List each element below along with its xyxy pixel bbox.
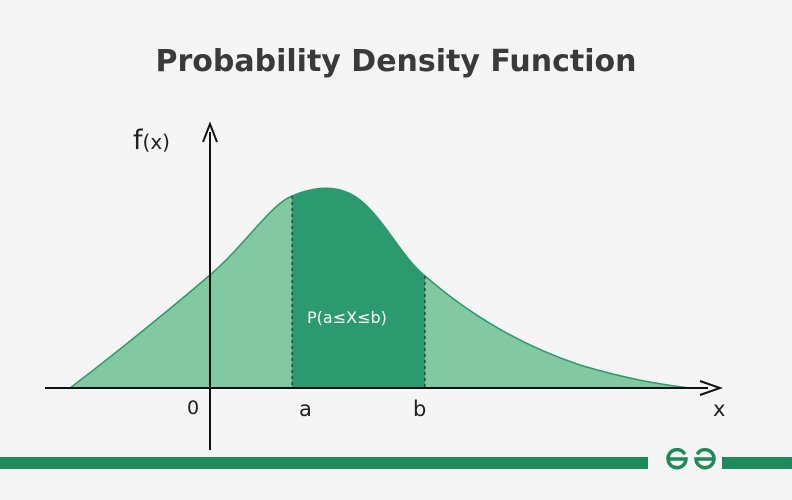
a-tick-label: a <box>299 397 312 421</box>
y-axis-label: f(x) <box>133 125 170 156</box>
b-tick-label: b <box>413 397 426 421</box>
y-axis-label-arg: (x) <box>143 130 170 154</box>
logo-icon <box>666 447 716 470</box>
footer-bar-right <box>722 457 792 469</box>
probability-label: P(a≤X≤b) <box>307 308 387 327</box>
footer-bar-left <box>0 457 648 469</box>
page-title: Probability Density Function <box>155 44 637 79</box>
x-axis-arrow <box>699 380 724 396</box>
origin-label: 0 <box>187 397 199 419</box>
y-axis-label-main: f <box>133 125 144 156</box>
x-axis-label: x <box>713 397 725 421</box>
y-axis-arrow <box>202 121 218 143</box>
probability-region <box>292 188 425 388</box>
